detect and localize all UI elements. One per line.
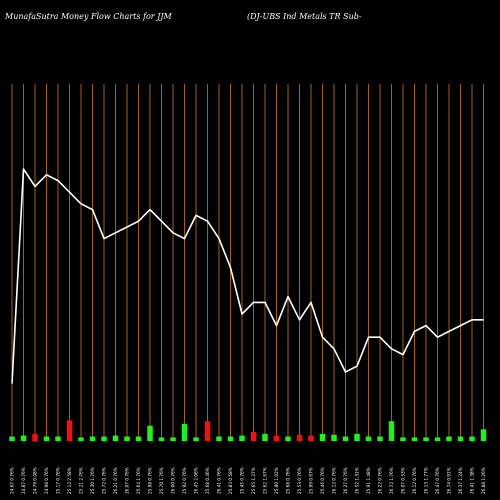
money-flow-bar [239,435,245,441]
x-tick-label: 24.87 0.76% [21,467,26,494]
money-flow-bar [342,436,349,441]
money-flow-bar [20,435,27,441]
money-flow-bar [193,437,199,441]
money-flow-bar [101,436,107,441]
money-flow-bar [227,436,234,441]
money-flow-bar [170,437,176,441]
money-flow-bar [469,436,475,441]
x-tick-label: 26.74 0.91% [447,467,452,494]
x-tick-label: 26.47 0.76% [435,467,440,494]
x-tick-label: 26.12 0.76% [332,467,337,494]
money-flow-bar [135,436,142,441]
x-tick-label: 26.41 0.76% [217,467,222,494]
money-flow-bar [89,436,96,441]
money-flow-bar [32,433,38,441]
money-flow-bar [78,437,84,441]
x-tick-label: 25.68 0.76% [286,467,291,494]
x-tick-label: 24.67 0.76% [10,467,15,494]
x-tick-label: 25.70 1.76% [159,467,164,494]
money-flow-bar [480,429,487,441]
money-flow-bar [400,437,406,441]
money-flow-bar [204,421,211,441]
money-flow-bar [285,436,291,441]
money-flow-bar [423,437,429,441]
x-tick-label: 25.68 0.46% [205,467,210,494]
x-tick-label: 26.37 1.24% [458,467,463,494]
x-tick-label: 25.92 0.76% [182,467,187,494]
x-tick-label: 25.46 0.76% [320,467,325,494]
grid-lines [11,84,484,441]
x-tick-label: 26.21 0.76% [113,467,118,494]
x-tick-label: 25.45 0.76% [240,467,245,494]
chart-subtitle: (DJ-UBS Ind Metals TR Sub- [247,12,362,21]
money-flow-bar [112,435,119,441]
x-axis-tick-labels: 24.67 0.76% 24.87 0.76% 24.79 0.08% 24.98 0… [10,467,487,494]
x-tick-label: 26.52 1.31% [355,467,360,494]
x-tick-label: 26.22 0.76% [378,467,383,494]
money-flow-bar [181,423,188,441]
x-tick-label: 26.07 0.53% [401,467,406,494]
x-tick-label: 25.72 0.76% [102,467,107,494]
money-flow-bar [43,436,50,441]
chart-title: MunafaSutra Money Flow Charts for JJM [4,12,173,21]
x-tick-label: 25.30 1.76% [90,467,95,494]
price-line [11,168,484,384]
x-tick-label: 25.62 1.67% [263,467,268,494]
money-flow-bar [9,436,15,441]
money-flow-bar [388,421,395,441]
money-flow-bar [147,425,153,441]
money-flow-bars [9,420,487,441]
money-flow-bar [319,433,326,441]
x-tick-label: 26.27 0.76% [343,467,348,494]
x-tick-label: 25.12 2.58% [67,467,72,494]
money-flow-bar [354,433,360,441]
money-flow-bar [296,434,303,441]
x-tick-label: 26.13 1.77% [424,467,429,494]
money-flow-bar [66,420,73,441]
money-flow-bar [216,436,222,441]
x-tick-label: 25.99 0.67% [309,467,314,494]
x-tick-label: 26.00 0.76% [171,467,176,494]
x-tick-label: 24.98 0.76% [44,467,49,494]
money-flow-bar [262,433,268,441]
money-flow-bar [158,437,165,441]
x-tick-label: 26.07 0.76% [125,467,130,494]
money-flow-bar [273,435,280,441]
x-tick-label: 25.83 0.58% [228,467,233,494]
x-tick-label: 25.21 2.76% [79,467,84,494]
money-flow-bar [434,437,441,441]
money-flow-bar [457,436,464,441]
x-tick-label: 26.45 2.06% [194,467,199,494]
money-flow-bar [124,436,130,441]
money-flow-bar [446,436,452,441]
x-tick-label: 25.98 0.76% [148,467,153,494]
x-tick-label: 25.17 0.76% [56,467,61,494]
money-flow-bar [55,436,61,441]
money-flow-bar [377,436,383,441]
money-flow-bar [365,436,372,441]
x-tick-label: 25.91 1.48% [366,467,371,494]
money-flow-bar [331,434,337,441]
x-tick-label: 26.88 1.26% [481,467,486,494]
x-tick-label: 24.79 0.08% [33,467,38,494]
x-tick-label: 25.65 1.27% [251,467,256,494]
x-tick-label: 25.64 1.76% [136,467,141,494]
x-tick-label: 26.12 0.76% [412,467,417,494]
x-tick-label: 25.53 0.76% [297,467,302,494]
x-tick-label: 26.41 1.38% [470,467,475,494]
money-flow-bar [250,432,257,441]
money-flow-bar [308,435,314,441]
x-tick-label: 26.72 1.76% [389,467,394,494]
money-flow-bar [411,437,418,441]
x-tick-label: 25.80 1.02% [274,467,279,494]
